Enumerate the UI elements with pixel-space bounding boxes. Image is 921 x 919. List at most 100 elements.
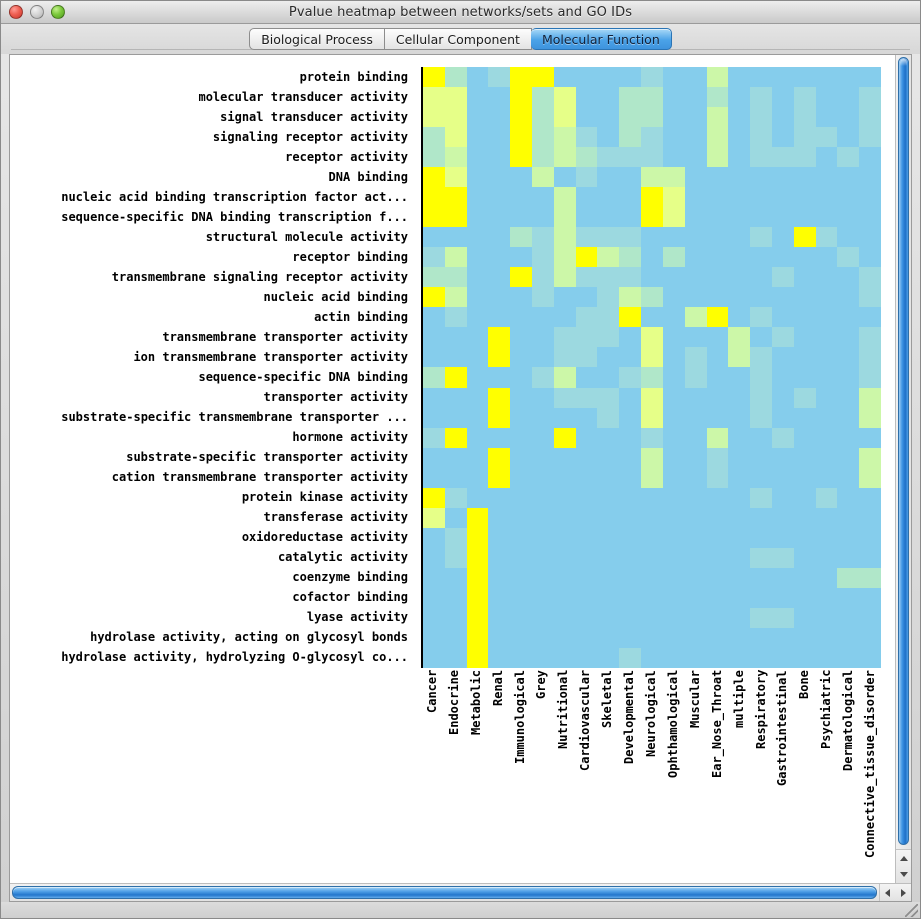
heatmap-cell[interactable] [532, 567, 554, 588]
heatmap-cell[interactable] [532, 347, 554, 368]
heatmap-cell[interactable] [771, 567, 794, 588]
heatmap-cell[interactable] [837, 187, 860, 208]
heatmap-cell[interactable] [815, 447, 838, 468]
heatmap-cell[interactable] [553, 347, 576, 368]
heatmap-cell[interactable] [444, 87, 467, 108]
heatmap-cell[interactable] [597, 327, 620, 348]
heatmap-cell[interactable] [466, 167, 489, 188]
heatmap-cell[interactable] [859, 207, 881, 228]
heatmap-cell[interactable] [488, 467, 511, 488]
heatmap-cell[interactable] [575, 367, 598, 388]
heatmap-cell[interactable] [423, 647, 445, 668]
heatmap-cell[interactable] [750, 207, 772, 228]
scroll-up-button[interactable] [896, 850, 911, 867]
vertical-scrollbar[interactable] [895, 55, 911, 883]
heatmap-cell[interactable] [859, 647, 881, 668]
heatmap-cell[interactable] [837, 627, 860, 648]
heatmap-cell[interactable] [815, 587, 838, 608]
heatmap-cell[interactable] [837, 67, 860, 88]
heatmap-cell[interactable] [575, 167, 598, 188]
heatmap-cell[interactable] [553, 647, 576, 668]
heatmap-cell[interactable] [641, 527, 663, 548]
heatmap-cell[interactable] [444, 207, 467, 228]
heatmap-cell[interactable] [510, 467, 533, 488]
heatmap-cell[interactable] [532, 407, 554, 428]
heatmap-cell[interactable] [597, 107, 620, 128]
heatmap-cell[interactable] [444, 187, 467, 208]
heatmap-cell[interactable] [444, 487, 467, 508]
heatmap-cell[interactable] [466, 507, 489, 528]
heatmap-cell[interactable] [771, 607, 794, 628]
heatmap-cell[interactable] [641, 347, 663, 368]
heatmap-cell[interactable] [728, 87, 751, 108]
heatmap-cell[interactable] [662, 407, 685, 428]
heatmap-cell[interactable] [771, 227, 794, 248]
heatmap-cell[interactable] [597, 527, 620, 548]
heatmap-cell[interactable] [444, 587, 467, 608]
heatmap-cell[interactable] [575, 407, 598, 428]
heatmap-cell[interactable] [444, 247, 467, 268]
heatmap-cell[interactable] [423, 347, 445, 368]
heatmap-cell[interactable] [553, 207, 576, 228]
heatmap-cell[interactable] [444, 367, 467, 388]
heatmap-cell[interactable] [575, 507, 598, 528]
heatmap-cell[interactable] [728, 607, 751, 628]
heatmap-cell[interactable] [575, 267, 598, 288]
heatmap-cell[interactable] [815, 347, 838, 368]
heatmap-cell[interactable] [837, 107, 860, 128]
heatmap-cell[interactable] [706, 467, 729, 488]
heatmap-cell[interactable] [771, 507, 794, 528]
heatmap-cell[interactable] [597, 67, 620, 88]
heatmap-cell[interactable] [859, 527, 881, 548]
heatmap-cell[interactable] [597, 207, 620, 228]
heatmap-cell[interactable] [575, 147, 598, 168]
heatmap-cell[interactable] [750, 527, 772, 548]
heatmap-cell[interactable] [815, 67, 838, 88]
heatmap-cell[interactable] [837, 387, 860, 408]
horizontal-scrollbar[interactable] [10, 883, 911, 901]
heatmap-cell[interactable] [510, 267, 533, 288]
heatmap-cell[interactable] [771, 527, 794, 548]
heatmap-cell[interactable] [859, 147, 881, 168]
heatmap-cell[interactable] [859, 487, 881, 508]
heatmap-cell[interactable] [553, 267, 576, 288]
heatmap-cell[interactable] [597, 387, 620, 408]
heatmap-cell[interactable] [488, 427, 511, 448]
heatmap-cell[interactable] [706, 127, 729, 148]
heatmap-cell[interactable] [466, 127, 489, 148]
heatmap-cell[interactable] [444, 507, 467, 528]
heatmap-cell[interactable] [488, 167, 511, 188]
heatmap-cell[interactable] [444, 327, 467, 348]
heatmap-cell[interactable] [837, 147, 860, 168]
heatmap-cell[interactable] [641, 427, 663, 448]
heatmap-cell[interactable] [728, 307, 751, 328]
heatmap-cell[interactable] [771, 307, 794, 328]
heatmap-cell[interactable] [815, 167, 838, 188]
heatmap-cell[interactable] [488, 207, 511, 228]
heatmap-cell[interactable] [859, 567, 881, 588]
heatmap-cell[interactable] [488, 627, 511, 648]
heatmap-cell[interactable] [510, 627, 533, 648]
heatmap-cell[interactable] [532, 427, 554, 448]
heatmap-cell[interactable] [662, 467, 685, 488]
heatmap-cell[interactable] [662, 187, 685, 208]
heatmap-cell[interactable] [619, 127, 642, 148]
heatmap-cell[interactable] [706, 587, 729, 608]
heatmap-cell[interactable] [444, 347, 467, 368]
heatmap-cell[interactable] [793, 367, 816, 388]
heatmap-cell[interactable] [510, 407, 533, 428]
heatmap-cell[interactable] [423, 527, 445, 548]
heatmap-cell[interactable] [575, 627, 598, 648]
heatmap-cell[interactable] [488, 507, 511, 528]
heatmap-cell[interactable] [750, 307, 772, 328]
heatmap-cell[interactable] [728, 507, 751, 528]
heatmap-cell[interactable] [423, 167, 445, 188]
heatmap-cell[interactable] [684, 187, 707, 208]
heatmap-cell[interactable] [532, 387, 554, 408]
heatmap-cell[interactable] [837, 267, 860, 288]
heatmap-cell[interactable] [553, 327, 576, 348]
heatmap-cell[interactable] [837, 647, 860, 668]
heatmap-cell[interactable] [444, 447, 467, 468]
heatmap-cell[interactable] [488, 287, 511, 308]
heatmap-cell[interactable] [597, 467, 620, 488]
